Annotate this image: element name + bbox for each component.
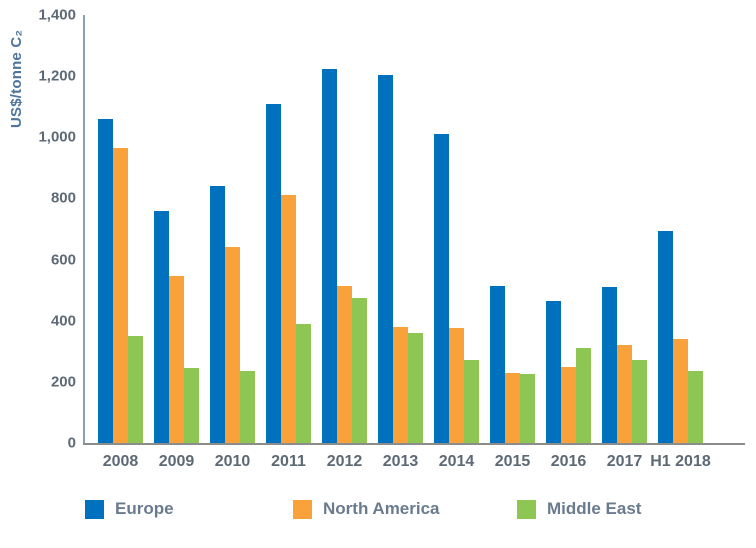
bar-group: 2017 bbox=[602, 15, 647, 470]
legend-label: Middle East bbox=[547, 499, 642, 518]
legend-swatch bbox=[85, 499, 104, 519]
bar-north-america bbox=[673, 339, 688, 443]
bar-europe bbox=[98, 118, 113, 443]
x-tick-label: 2010 bbox=[214, 453, 251, 470]
x-tick-label: H1 2018 bbox=[650, 453, 711, 470]
bar-group: 2008 bbox=[98, 15, 143, 470]
bar-group: 2009 bbox=[154, 15, 199, 470]
y-tick-label: 800 bbox=[50, 189, 76, 207]
bar-europe bbox=[602, 287, 617, 443]
bar-europe bbox=[322, 68, 337, 443]
bar-north-america bbox=[393, 326, 408, 443]
x-tick-label: 2009 bbox=[158, 453, 195, 470]
bar-europe bbox=[546, 300, 561, 443]
x-tick-label: 2008 bbox=[102, 453, 139, 470]
y-axis-tick-labels: 0 200 400 600 800 1,000 1,200 1,400 bbox=[0, 8, 76, 451]
bar-europe bbox=[378, 74, 393, 443]
bar-group: 2010 bbox=[210, 15, 255, 470]
bar-group: H1 2018 bbox=[650, 15, 711, 470]
bar-middle-east bbox=[408, 332, 423, 443]
legend-swatch bbox=[293, 499, 312, 519]
bar-group: 2014 bbox=[434, 15, 479, 470]
x-tick-label: 2015 bbox=[494, 453, 531, 470]
x-tick-label: 2016 bbox=[550, 453, 587, 470]
bar-group: 2012 bbox=[322, 15, 367, 470]
y-tick-label: 1,000 bbox=[38, 128, 76, 146]
bar-middle-east bbox=[296, 323, 311, 443]
bar-europe bbox=[434, 134, 449, 443]
x-tick-label: 2011 bbox=[271, 453, 306, 470]
bar-europe bbox=[266, 103, 281, 443]
legend-label: Europe bbox=[115, 499, 174, 518]
bar-groups-container: 2008 2009 2010 2011 2012 2013 2014 2015 2016 2017… bbox=[83, 15, 745, 470]
y-tick-label: 200 bbox=[50, 373, 76, 391]
y-tick-label: 600 bbox=[50, 251, 76, 269]
x-axis-line bbox=[83, 443, 745, 445]
bar-north-america bbox=[505, 372, 520, 443]
y-tick-label: 1,400 bbox=[38, 6, 76, 24]
y-tick-label: 0 bbox=[67, 434, 76, 452]
bar-europe bbox=[210, 186, 225, 443]
legend-item-europe: Europe bbox=[85, 499, 174, 519]
bar-middle-east bbox=[128, 336, 143, 443]
bar-group: 2011 bbox=[266, 15, 311, 470]
bar-north-america bbox=[113, 148, 128, 443]
x-tick-label: 2014 bbox=[438, 453, 475, 470]
y-axis-line bbox=[83, 15, 85, 443]
bar-north-america bbox=[617, 345, 632, 443]
bar-europe bbox=[490, 285, 505, 443]
bar-north-america bbox=[337, 285, 352, 443]
bar-middle-east bbox=[240, 371, 255, 443]
legend-swatch bbox=[517, 499, 536, 519]
legend-item-middle-east: Middle East bbox=[517, 499, 641, 519]
bar-middle-east bbox=[184, 368, 199, 443]
y-tick-label: 1,200 bbox=[38, 67, 76, 85]
bar-north-america bbox=[225, 247, 240, 443]
bar-middle-east bbox=[352, 297, 367, 443]
legend-label: North America bbox=[323, 499, 440, 518]
bar-europe bbox=[154, 210, 169, 443]
x-tick-label: 2017 bbox=[606, 453, 643, 470]
x-tick-label: 2012 bbox=[326, 453, 363, 470]
legend-item-north-america: North America bbox=[293, 499, 440, 519]
bar-middle-east bbox=[688, 371, 703, 443]
plot-area: 2008 2009 2010 2011 2012 2013 2014 2015 2016 2017… bbox=[83, 15, 745, 470]
x-tick-label: 2013 bbox=[382, 453, 419, 470]
legend: Europe North America Middle East bbox=[0, 499, 756, 529]
bar-group: 2016 bbox=[546, 15, 591, 470]
bar-middle-east bbox=[520, 374, 535, 443]
bar-north-america bbox=[169, 276, 184, 443]
bar-north-america bbox=[449, 328, 464, 443]
bar-north-america bbox=[561, 366, 576, 443]
bar-group: 2015 bbox=[490, 15, 535, 470]
bar-middle-east bbox=[632, 360, 647, 443]
bar-europe bbox=[658, 230, 673, 443]
y-tick-label: 400 bbox=[50, 312, 76, 330]
bar-middle-east bbox=[576, 348, 591, 443]
bar-north-america bbox=[281, 195, 296, 443]
bar-group: 2013 bbox=[378, 15, 423, 470]
bar-middle-east bbox=[464, 360, 479, 443]
